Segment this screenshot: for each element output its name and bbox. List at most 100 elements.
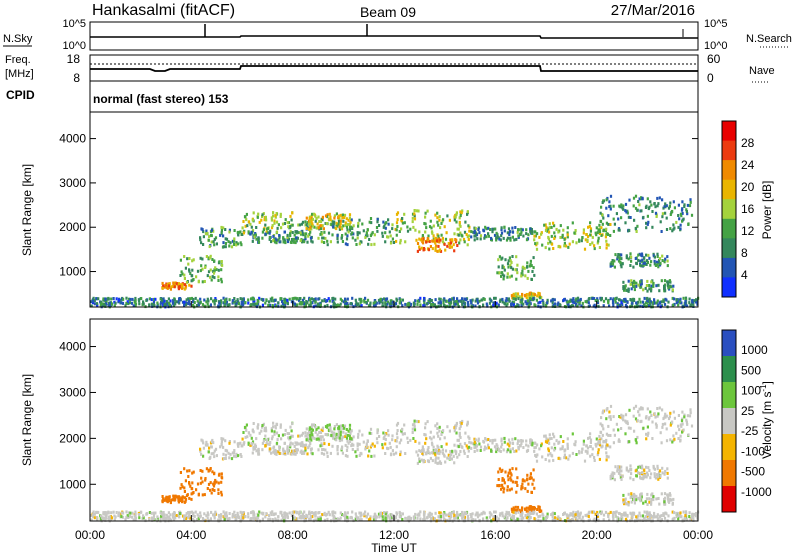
- velocity-cell: [623, 502, 626, 506]
- velocity-cell: [637, 465, 640, 469]
- velocity-cell: [363, 512, 366, 516]
- velocity-cell: [172, 512, 175, 516]
- velocity-cell: [199, 511, 202, 515]
- velocity-cell: [624, 432, 627, 436]
- power-cell: [309, 219, 312, 223]
- power-cell: [539, 300, 542, 304]
- velocity-cell: [349, 437, 352, 440]
- power-cell: [613, 259, 616, 263]
- velocity-cell: [265, 442, 268, 445]
- velocity-cell: [180, 483, 183, 487]
- velocity-cell: [650, 497, 653, 501]
- velocity-cell: [656, 414, 659, 418]
- power-cell: [202, 230, 205, 234]
- power-cell: [203, 298, 206, 302]
- power-cell: [222, 296, 225, 300]
- power-cell: [661, 198, 664, 202]
- power-cell: [127, 302, 130, 306]
- velocity-cell: [593, 517, 596, 521]
- power-cell: [345, 217, 348, 221]
- velocity-cell: [213, 471, 216, 475]
- velocity-cell: [679, 511, 682, 515]
- power-cell: [546, 229, 549, 233]
- velocity-cell: [517, 445, 520, 449]
- velocity-cell: [284, 513, 287, 517]
- velocity-cell: [418, 457, 421, 461]
- power-cell: [272, 214, 275, 218]
- velocity-cell: [648, 416, 651, 420]
- velocity-cell: [438, 511, 441, 515]
- velocity-cell: [657, 477, 660, 481]
- velocity-cell: [434, 424, 437, 428]
- velocity-cell: [109, 517, 112, 521]
- power-cell: [185, 301, 188, 305]
- power-cell: [396, 218, 399, 222]
- power-cell: [231, 299, 234, 303]
- power-cell: [207, 238, 210, 242]
- velocity-cell: [423, 510, 426, 514]
- velocity-cell: [672, 517, 675, 521]
- power-cell: [678, 300, 681, 304]
- power-cell: [625, 254, 628, 258]
- velocity-cell: [641, 514, 645, 518]
- power-cell: [322, 227, 325, 231]
- velocity-cell: [534, 445, 537, 449]
- power-cell: [664, 202, 667, 206]
- power-cell: [461, 302, 464, 306]
- power-cell: [457, 299, 460, 303]
- velocity-cell: [364, 447, 367, 451]
- power-cell: [429, 219, 432, 223]
- velocity-cell: [608, 518, 611, 522]
- power-cell: [545, 304, 548, 307]
- power-cell: [327, 297, 330, 301]
- velocity-cell: [326, 451, 329, 455]
- power-cell: [643, 256, 646, 260]
- power-cell: [399, 301, 403, 305]
- power-cell: [341, 216, 344, 220]
- velocity-cell: [425, 516, 428, 520]
- power-cell: [536, 232, 539, 236]
- power-cell: [363, 298, 366, 302]
- power-cell: [381, 231, 384, 235]
- velocity-cell: [299, 514, 302, 518]
- power-cell: [533, 293, 536, 297]
- power-cell: [624, 297, 627, 301]
- power-cell: [395, 221, 399, 225]
- power-cell: [589, 233, 592, 237]
- velocity-cell: [151, 518, 154, 522]
- velocity-cell: [506, 448, 509, 452]
- power-cell: [677, 214, 680, 217]
- power-cell: [527, 269, 530, 273]
- power-cell: [434, 213, 437, 217]
- power-cell: [472, 230, 475, 234]
- power-cell: [200, 264, 203, 268]
- power-cell: [192, 298, 195, 301]
- velocity-cell: [602, 427, 605, 431]
- velocity-cell: [575, 511, 578, 515]
- velocity-cell: [600, 445, 603, 449]
- velocity-cell: [352, 435, 355, 439]
- velocity-cell: [650, 414, 653, 417]
- velocity-cell: [431, 451, 434, 455]
- velocity-cell: [629, 476, 632, 480]
- velocity-cell: [210, 452, 213, 456]
- power-cell: [204, 232, 207, 236]
- power-cell: [388, 230, 391, 234]
- velocity-cell: [360, 452, 363, 456]
- power-cell: [121, 301, 125, 305]
- velocity-cell: [309, 442, 312, 445]
- power-cell: [319, 220, 323, 224]
- power-cell: [320, 240, 323, 244]
- power-cell: [330, 222, 333, 226]
- velocity-cell: [527, 482, 530, 486]
- velocity-cell: [165, 516, 168, 520]
- power-cell: [418, 237, 421, 241]
- power-cell: [655, 260, 658, 264]
- power-cell: [202, 235, 205, 239]
- power-cell: [326, 213, 329, 217]
- velocity-cell: [251, 510, 254, 514]
- power-cell: [574, 229, 577, 232]
- power-cell: [566, 235, 569, 239]
- power-cell: [665, 216, 668, 220]
- velocity-cell: [298, 510, 302, 514]
